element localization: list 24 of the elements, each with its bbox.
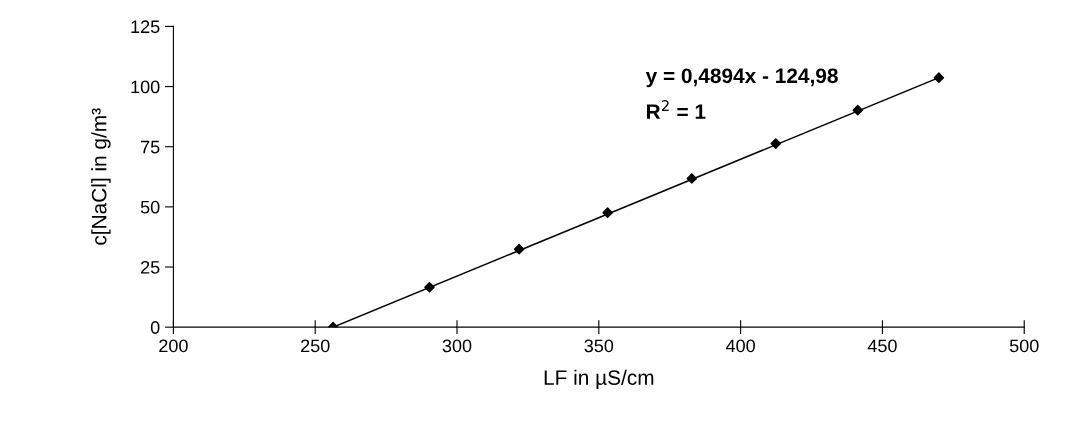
- x-tick-label: 250: [301, 339, 330, 353]
- y-tick-label: 125: [131, 20, 160, 34]
- point: [770, 138, 782, 149]
- annotation: y = 0,4894x - 124,98: [645, 68, 838, 88]
- y-tick-label: 75: [141, 140, 160, 154]
- y-axis-title: c[NaCl] in g/m³: [91, 108, 111, 245]
- point: [852, 104, 864, 116]
- point: [513, 243, 525, 255]
- x-tick-label: 200: [159, 339, 188, 353]
- point: [686, 173, 698, 184]
- x-tick-label: 450: [867, 339, 897, 353]
- x-tick-label: 350: [584, 339, 614, 353]
- y-tick-label: 25: [141, 260, 160, 274]
- point: [424, 281, 435, 293]
- point: [602, 207, 613, 218]
- x-tick-label: 400: [725, 339, 755, 353]
- y-tick-label: 100: [131, 80, 160, 94]
- y-tick-label: 50: [140, 200, 160, 214]
- x-tick-label: 300: [442, 339, 472, 353]
- y-tick-label: 0: [150, 321, 160, 334]
- point: [933, 72, 945, 83]
- x-axis-title: LF in µS/cm: [544, 369, 654, 390]
- annotation: R$^{2}$ = 1: [647, 100, 706, 119]
- x-tick-label: 500: [1009, 339, 1039, 353]
